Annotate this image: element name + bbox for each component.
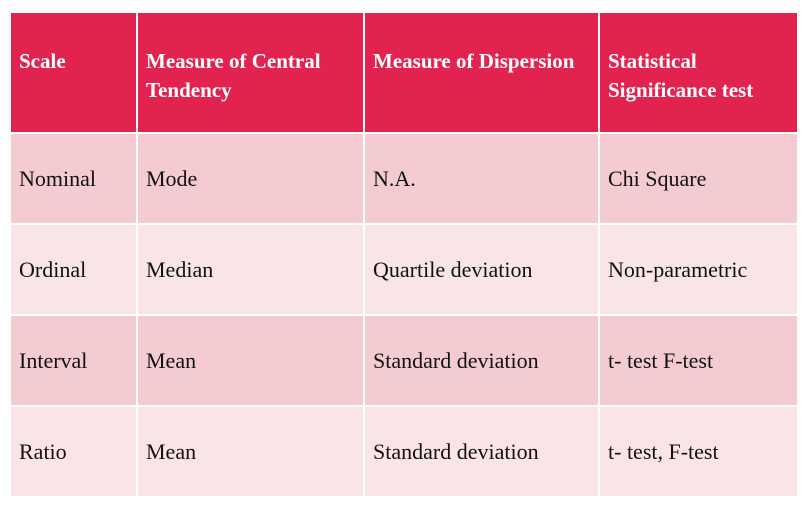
table-row: Nominal Mode N.A. Chi Square xyxy=(9,132,799,225)
table-cell: Ratio xyxy=(9,405,138,498)
table-cell: Mean xyxy=(136,314,365,407)
table-cell: Ordinal xyxy=(9,223,138,316)
table-row: Interval Mean Standard deviation t- test F-… xyxy=(9,314,799,407)
header-cell: Measure of Dispersion xyxy=(363,11,600,134)
table-cell: Mean xyxy=(136,405,365,498)
table-row: Ordinal Median Quartile deviation Non-param… xyxy=(9,223,799,316)
table-cell: Chi Square xyxy=(598,132,799,225)
table-cell: t- test F-test xyxy=(598,314,799,407)
header-cell: Statistical Significance test xyxy=(598,11,799,134)
table-cell: Mode xyxy=(136,132,365,225)
table-cell: t- test, F-test xyxy=(598,405,799,498)
table-cell: Standard deviation xyxy=(363,405,600,498)
header-row: Scale Measure of Central Tendency Measur… xyxy=(9,11,799,134)
table-cell: Non-parametric xyxy=(598,223,799,316)
header-cell: Scale xyxy=(9,11,138,134)
table-cell: N.A. xyxy=(363,132,600,225)
scale-table: Scale Measure of Central Tendency Measur… xyxy=(9,11,799,498)
header-cell: Measure of Central Tendency xyxy=(136,11,365,134)
table-cell: Standard deviation xyxy=(363,314,600,407)
table-row: Ratio Mean Standard deviation t- test, F-te… xyxy=(9,405,799,498)
table-cell: Quartile deviation xyxy=(363,223,600,316)
table-body: Nominal Mode N.A. Chi Square Ordinal Median Qu… xyxy=(9,132,799,498)
table-cell: Interval xyxy=(9,314,138,407)
table-cell: Nominal xyxy=(9,132,138,225)
table-cell: Median xyxy=(136,223,365,316)
